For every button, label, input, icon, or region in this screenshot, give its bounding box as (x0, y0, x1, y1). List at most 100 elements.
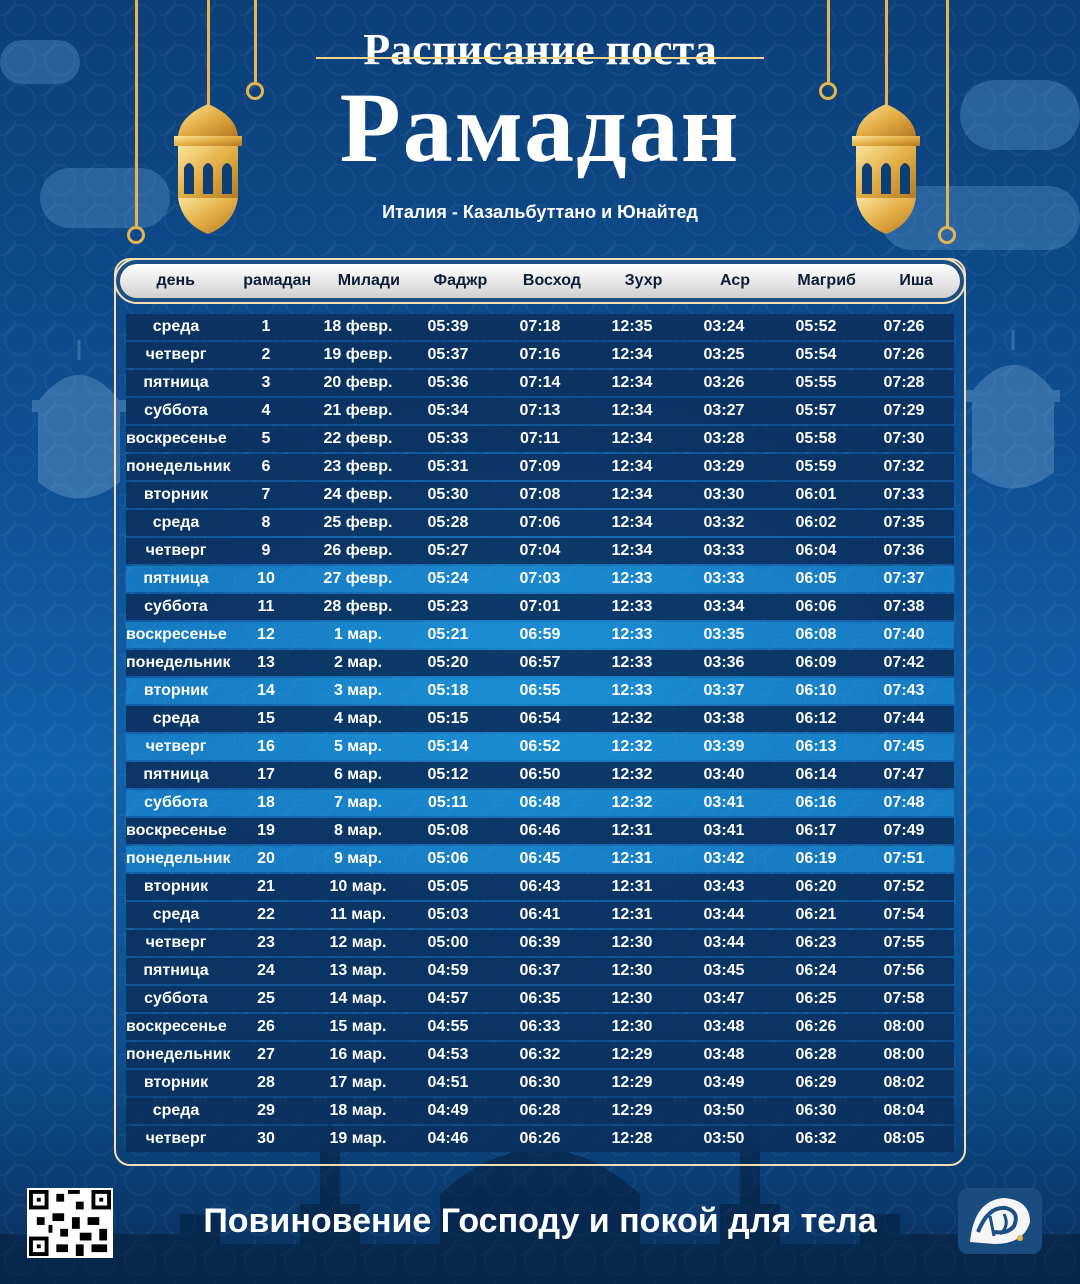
isha-time-cell: 07:33 (883, 486, 925, 503)
asr-time-cell: 03:28 (703, 430, 745, 447)
weekday-cell: среда (152, 710, 200, 727)
gregorian-date-cell: 9 мар. (333, 850, 383, 867)
sunrise-time-cell: 06:37 (519, 962, 561, 979)
table-header-row: день рамадан Милади Фаджр Восход Зухр Аср Магри… (120, 264, 960, 298)
weekday-cell: вторник (143, 682, 209, 699)
lantern-icon (32, 340, 126, 499)
dhuhr-time-cell: 12:34 (611, 346, 653, 363)
dhuhr-time-cell: 12:29 (611, 1074, 653, 1091)
table-row: суббота 18 7 мар. 05:11 06:48 12:32 03:41 06:16… (126, 790, 954, 816)
sunrise-time-cell: 07:04 (519, 542, 561, 559)
ramadan-day-cell: 17 (257, 766, 275, 783)
maghrib-time-cell: 06:12 (795, 710, 837, 727)
dhuhr-time-cell: 12:33 (611, 682, 653, 699)
asr-time-cell: 03:48 (703, 1046, 745, 1063)
ramadan-day-cell: 14 (257, 682, 275, 699)
hanging-ring (127, 226, 145, 244)
table-row: воскресенье 19 8 мар. 05:08 06:46 12:31 03:41 0… (126, 818, 954, 844)
asr-time-cell: 03:44 (703, 934, 745, 951)
weekday-cell: пятница (143, 374, 209, 391)
gregorian-date-cell: 13 мар. (329, 962, 387, 979)
sunrise-time-cell: 06:59 (519, 626, 561, 643)
asr-time-cell: 03:26 (703, 374, 745, 391)
dhuhr-time-cell: 12:34 (611, 514, 653, 531)
ramadan-day-cell: 3 (261, 374, 271, 391)
weekday-cell: понедельник (126, 654, 231, 671)
isha-time-cell: 07:26 (883, 318, 925, 335)
ramadan-day-cell: 27 (257, 1046, 275, 1063)
hanging-ring (819, 82, 837, 100)
asr-time-cell: 03:37 (703, 682, 745, 699)
weekday-cell: вторник (143, 878, 209, 895)
dhuhr-time-cell: 12:31 (611, 878, 653, 895)
ramadan-day-cell: 8 (261, 514, 271, 531)
maghrib-time-cell: 05:58 (795, 430, 837, 447)
weekday-cell: пятница (143, 766, 209, 783)
weekday-cell: воскресенье (126, 430, 227, 447)
table-row: четверг 9 26 февр. 05:27 07:04 12:34 03:33 06:0… (126, 538, 954, 564)
fajr-time-cell: 04:59 (427, 962, 469, 979)
gregorian-date-cell: 6 мар. (333, 766, 383, 783)
gregorian-date-cell: 22 февр. (323, 430, 393, 447)
asr-time-cell: 03:47 (703, 990, 745, 1007)
sunrise-time-cell: 07:18 (519, 318, 561, 335)
weekday-cell: среда (152, 1102, 200, 1119)
table-row: воскресенье 26 15 мар. 04:55 06:33 12:30 03:48… (126, 1014, 954, 1040)
column-header: Зухр (624, 272, 663, 289)
gregorian-date-cell: 19 мар. (329, 1130, 387, 1147)
maghrib-time-cell: 06:04 (795, 542, 837, 559)
fajr-time-cell: 05:27 (427, 542, 469, 559)
table-row: среда 22 11 мар. 05:03 06:41 12:31 03:44 06:21 0… (126, 902, 954, 928)
fajr-time-cell: 05:39 (427, 318, 469, 335)
maghrib-time-cell: 06:23 (795, 934, 837, 951)
lantern-icon (852, 104, 920, 234)
isha-time-cell: 07:30 (883, 430, 925, 447)
isha-time-cell: 07:40 (883, 626, 925, 643)
page-title: Рамадан (339, 72, 741, 183)
asr-time-cell: 03:41 (703, 794, 745, 811)
gregorian-date-cell: 14 мар. (329, 990, 387, 1007)
sunrise-time-cell: 06:50 (519, 766, 561, 783)
fajr-time-cell: 05:34 (427, 402, 469, 419)
table-row: пятница 24 13 мар. 04:59 06:37 12:30 03:45 06:2… (126, 958, 954, 984)
maghrib-time-cell: 06:24 (795, 962, 837, 979)
fajr-time-cell: 05:20 (427, 654, 469, 671)
hanging-string (207, 0, 210, 106)
weekday-cell: воскресенье (126, 626, 227, 643)
column-header: Милади (337, 272, 400, 289)
gregorian-date-cell: 24 февр. (323, 486, 393, 503)
gregorian-date-cell: 23 февр. (323, 458, 393, 475)
gregorian-date-cell: 28 февр. (323, 598, 393, 615)
table-row: вторник 7 24 февр. 05:30 07:08 12:34 03:30 06:0… (126, 482, 954, 508)
weekday-cell: среда (152, 906, 200, 923)
sunrise-time-cell: 06:41 (519, 906, 561, 923)
mosque-skyline (0, 1124, 1080, 1284)
isha-time-cell: 08:05 (883, 1130, 925, 1147)
table-row: среда 29 18 мар. 04:49 06:28 12:29 03:50 06:30 0… (126, 1098, 954, 1124)
fajr-time-cell: 05:24 (427, 570, 469, 587)
ramadan-day-cell: 26 (257, 1018, 275, 1035)
sunrise-time-cell: 06:55 (519, 682, 561, 699)
asr-time-cell: 03:41 (703, 822, 745, 839)
hanging-string (885, 0, 888, 106)
dhuhr-time-cell: 12:34 (611, 542, 653, 559)
isha-time-cell: 07:42 (883, 654, 925, 671)
gregorian-date-cell: 26 февр. (323, 542, 393, 559)
isha-time-cell: 08:00 (883, 1046, 925, 1063)
maghrib-time-cell: 05:52 (795, 318, 837, 335)
maghrib-time-cell: 06:06 (795, 598, 837, 615)
isha-time-cell: 07:48 (883, 794, 925, 811)
gregorian-date-cell: 7 мар. (333, 794, 383, 811)
asr-time-cell: 03:33 (703, 542, 745, 559)
dhuhr-time-cell: 12:30 (611, 934, 653, 951)
dhuhr-time-cell: 12:34 (611, 430, 653, 447)
table-row: суббота 11 28 февр. 05:23 07:01 12:33 03:34 06:… (126, 594, 954, 620)
maghrib-time-cell: 06:32 (795, 1130, 837, 1147)
weekday-cell: среда (152, 514, 200, 531)
column-header: Фаджр (433, 272, 488, 289)
gregorian-date-cell: 18 февр. (323, 318, 393, 335)
asr-time-cell: 03:39 (703, 738, 745, 755)
table-row: пятница 17 6 мар. 05:12 06:50 12:32 03:40 06:14… (126, 762, 954, 788)
asr-time-cell: 03:40 (703, 766, 745, 783)
asr-time-cell: 03:36 (703, 654, 745, 671)
